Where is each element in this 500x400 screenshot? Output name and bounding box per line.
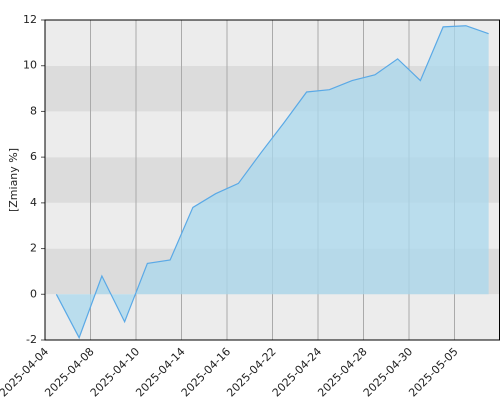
y-tick-label: 6 bbox=[30, 150, 37, 163]
area bbox=[56, 25, 489, 338]
x-tick-label: 2025-05-05 bbox=[406, 345, 460, 399]
line bbox=[55, 25, 489, 340]
y-tick-label: -2 bbox=[26, 333, 37, 346]
y-tick-label: 12 bbox=[23, 13, 37, 26]
y-tick-label: 4 bbox=[30, 196, 37, 209]
y-tick-label: 2 bbox=[30, 242, 37, 255]
y-tick-label: 10 bbox=[23, 59, 37, 72]
y-axis-label: [Zmiany %] bbox=[7, 148, 20, 212]
y-tick-label: 0 bbox=[30, 287, 37, 300]
y-tick-label: 8 bbox=[30, 104, 37, 117]
